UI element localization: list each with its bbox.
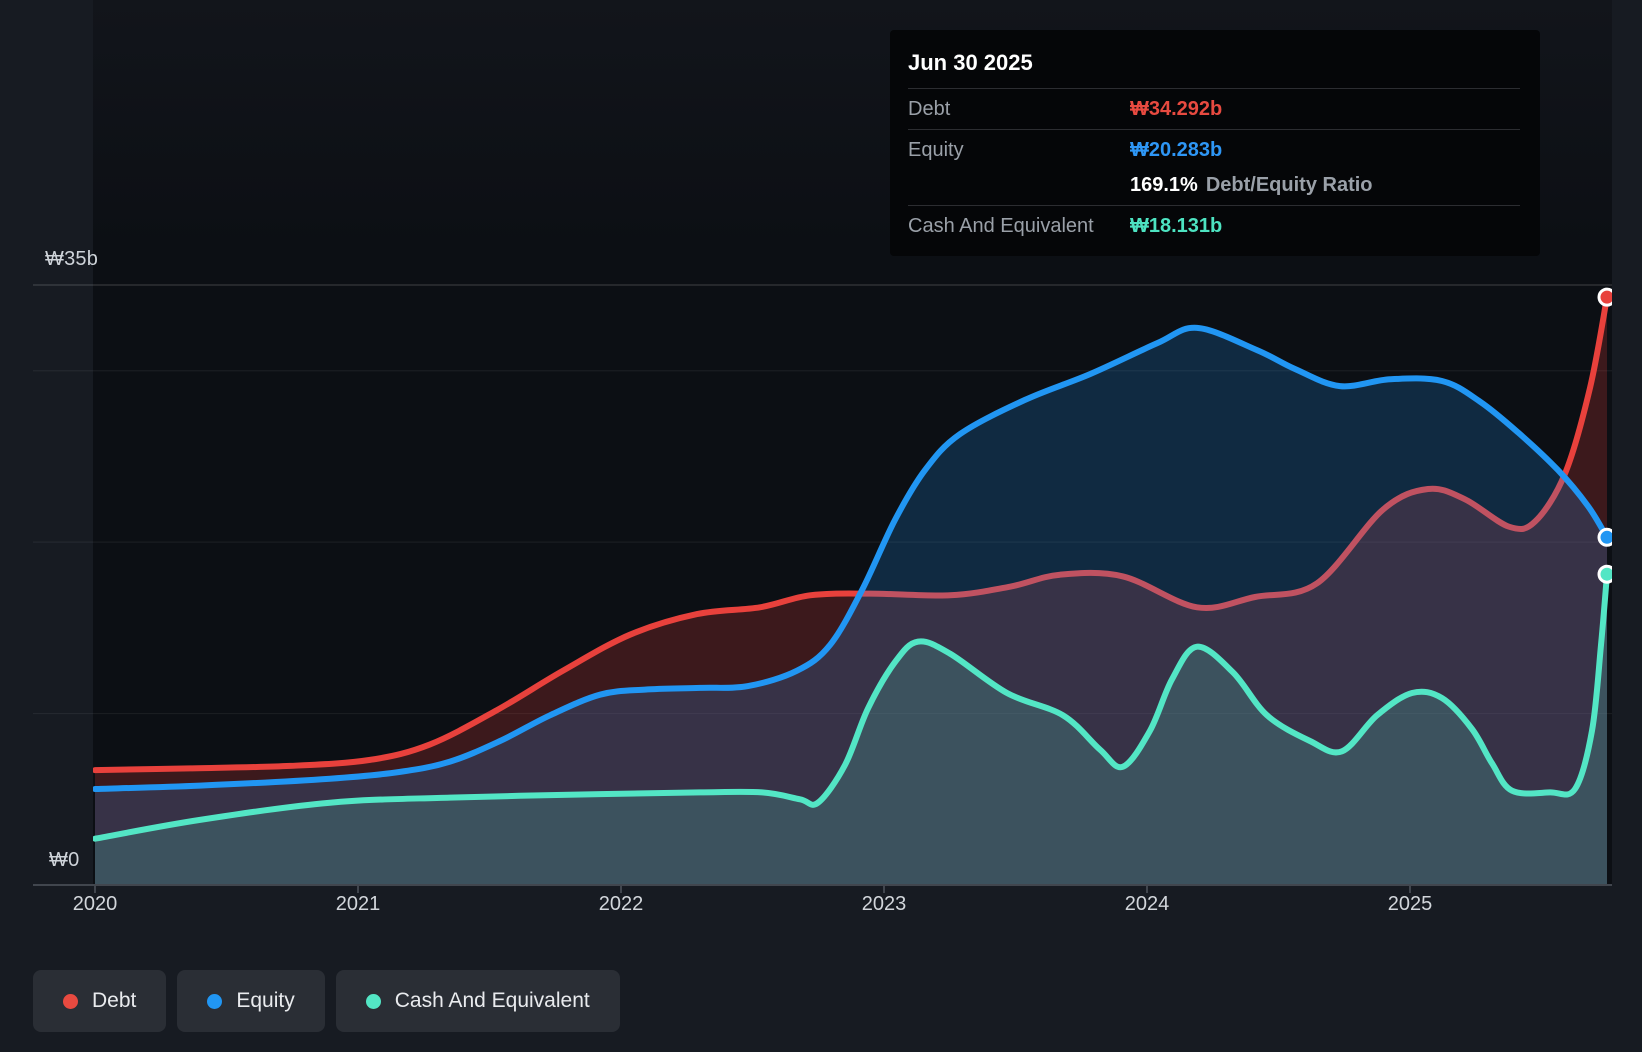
debt-area xyxy=(95,297,1607,886)
legend-cash-label: Cash And Equivalent xyxy=(394,989,590,1012)
tooltip-debt-label: Debt xyxy=(908,97,951,120)
cash-and-equivalent-end-marker[interactable] xyxy=(1597,564,1615,584)
tooltip-equity-label: Equity xyxy=(908,138,964,161)
y-axis-max-label: ₩35b xyxy=(45,248,99,270)
debt-color-dot-icon xyxy=(63,993,78,1009)
x-tick-2020: 2020 xyxy=(72,893,118,915)
tooltip-ratio-label: Debt/Equity Ratio xyxy=(1205,173,1373,196)
tooltip-cash-row: Cash And Equivalent ₩18.131b xyxy=(908,205,1520,246)
x-tick-2023: 2023 xyxy=(861,893,907,915)
tooltip-ratio-value: 169.1% xyxy=(1130,173,1198,196)
x-tick-2021: 2021 xyxy=(335,893,381,915)
legend-item-cash[interactable]: Cash And Equivalent xyxy=(335,970,620,1032)
tooltip-cash-value: ₩18.131b xyxy=(1130,214,1223,237)
equity-color-dot-icon xyxy=(207,993,223,1009)
equity-line xyxy=(93,324,1610,792)
x-tick-2025: 2025 xyxy=(1387,893,1433,915)
legend-equity-label: Equity xyxy=(236,989,295,1012)
equity-area xyxy=(95,327,1607,885)
tooltip-equity-row: Equity ₩20.283b xyxy=(908,129,1520,170)
debt-end-marker[interactable] xyxy=(1597,287,1615,307)
equity-end-marker[interactable] xyxy=(1597,527,1615,547)
legend: Debt Equity Cash And Equivalent xyxy=(33,970,620,1032)
cash-and-equivalent-area xyxy=(95,574,1607,885)
y-axis-zero-label: ₩0 xyxy=(49,849,80,871)
hover-tooltip: Jun 30 2025 Debt ₩34.292b Equity ₩20.283… xyxy=(890,30,1540,256)
tooltip-ratio-row: 169.1% Debt/Equity Ratio xyxy=(908,170,1520,205)
legend-item-debt[interactable]: Debt xyxy=(33,970,167,1032)
tooltip-equity-value: ₩20.283b xyxy=(1130,138,1223,161)
cash-color-dot-icon xyxy=(365,993,381,1009)
cash-and-equivalent-line xyxy=(93,571,1610,842)
legend-item-equity[interactable]: Equity xyxy=(177,970,325,1032)
debt-line xyxy=(93,294,1610,774)
tooltip-date: Jun 30 2025 xyxy=(908,50,1033,75)
tooltip-debt-row: Debt ₩34.292b xyxy=(908,88,1520,129)
tooltip-cash-label: Cash And Equivalent xyxy=(908,214,1094,237)
x-tick-2022: 2022 xyxy=(598,893,644,915)
tooltip-debt-value: ₩34.292b xyxy=(1130,97,1223,120)
x-tick-2024: 2024 xyxy=(1124,893,1170,915)
legend-debt-label: Debt xyxy=(92,989,137,1012)
